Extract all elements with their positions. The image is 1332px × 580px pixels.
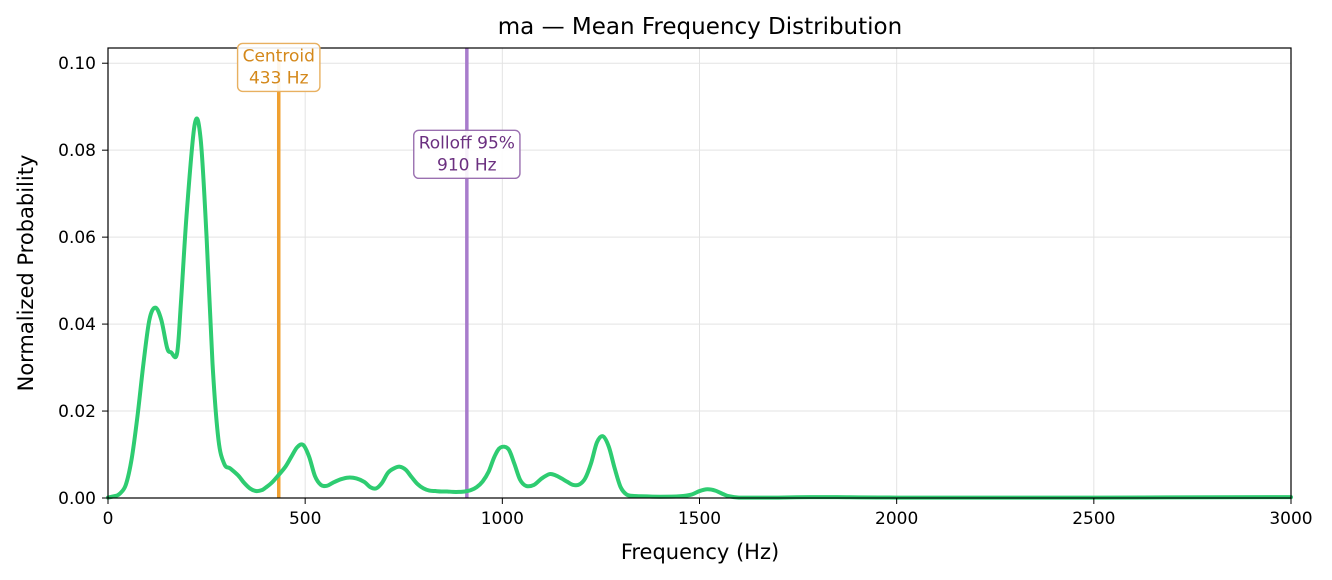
grid (107, 48, 1292, 499)
x-tick-label: 2000 (875, 509, 918, 529)
y-tick-label: 0.02 (58, 402, 96, 422)
y-axis-title: Normalized Probability (14, 155, 38, 392)
marker-label-line1: Centroid (243, 46, 315, 66)
marker-label-line2: 910 Hz (437, 155, 497, 175)
x-axis-title: Frequency (Hz) (621, 540, 779, 564)
x-tick-label: 500 (289, 509, 321, 529)
x-tick-label: 1500 (678, 509, 721, 529)
marker-label-box (413, 129, 521, 180)
y-tick-label: 0.04 (58, 315, 96, 335)
y-axis-ticks: 0.00 0.02 0.04 0.06 0.08 0.10 (58, 54, 108, 509)
x-tick-label: 2500 (1072, 509, 1115, 529)
x-tick-label: 0 (103, 509, 114, 529)
y-tick-label: 0.06 (58, 228, 96, 248)
series-lines (106, 116, 1293, 500)
chart-title: ma — Mean Frequency Distribution (498, 14, 902, 40)
marker-label-line2: 433 Hz (249, 68, 309, 88)
marker-lines (276, 48, 469, 498)
y-tick-label: 0.10 (58, 54, 96, 74)
plot-area (106, 48, 1293, 500)
marker-label-1: Rolloff 95%910 Hz (413, 129, 521, 180)
marker-label-line1: Rolloff 95% (419, 133, 515, 153)
marker-label-box (236, 42, 321, 93)
series-line-0 (106, 116, 1293, 500)
x-tick-label: 3000 (1269, 509, 1312, 529)
y-tick-label: 0.00 (58, 489, 96, 509)
y-tick-label: 0.08 (58, 141, 96, 161)
x-axis-ticks: 0 500 1000 1500 2000 2500 3000 (103, 498, 1313, 529)
x-tick-label: 1000 (481, 509, 524, 529)
